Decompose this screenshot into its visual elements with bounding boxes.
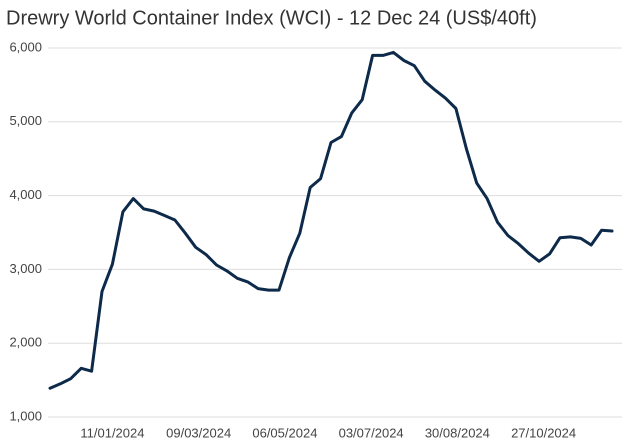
y-tick-label: 1,000: [9, 408, 42, 423]
x-tick-label: 03/07/2024: [339, 425, 404, 440]
y-tick-label: 5,000: [9, 113, 42, 128]
x-tick-label: 27/10/2024: [511, 425, 576, 440]
y-tick-label: 6,000: [9, 39, 42, 54]
x-tick-label: 30/08/2024: [425, 425, 490, 440]
y-tick-label: 4,000: [9, 187, 42, 202]
data-line: [48, 50, 614, 390]
y-tick-label: 3,000: [9, 261, 42, 276]
x-tick-label: 06/05/2024: [252, 425, 317, 440]
y-tick-label: 2,000: [9, 335, 42, 350]
x-tick-label: 09/03/2024: [166, 425, 231, 440]
x-tick-label: 11/01/2024: [80, 425, 144, 440]
chart-title: Drewry World Container Index (WCI) - 12 …: [6, 7, 537, 29]
